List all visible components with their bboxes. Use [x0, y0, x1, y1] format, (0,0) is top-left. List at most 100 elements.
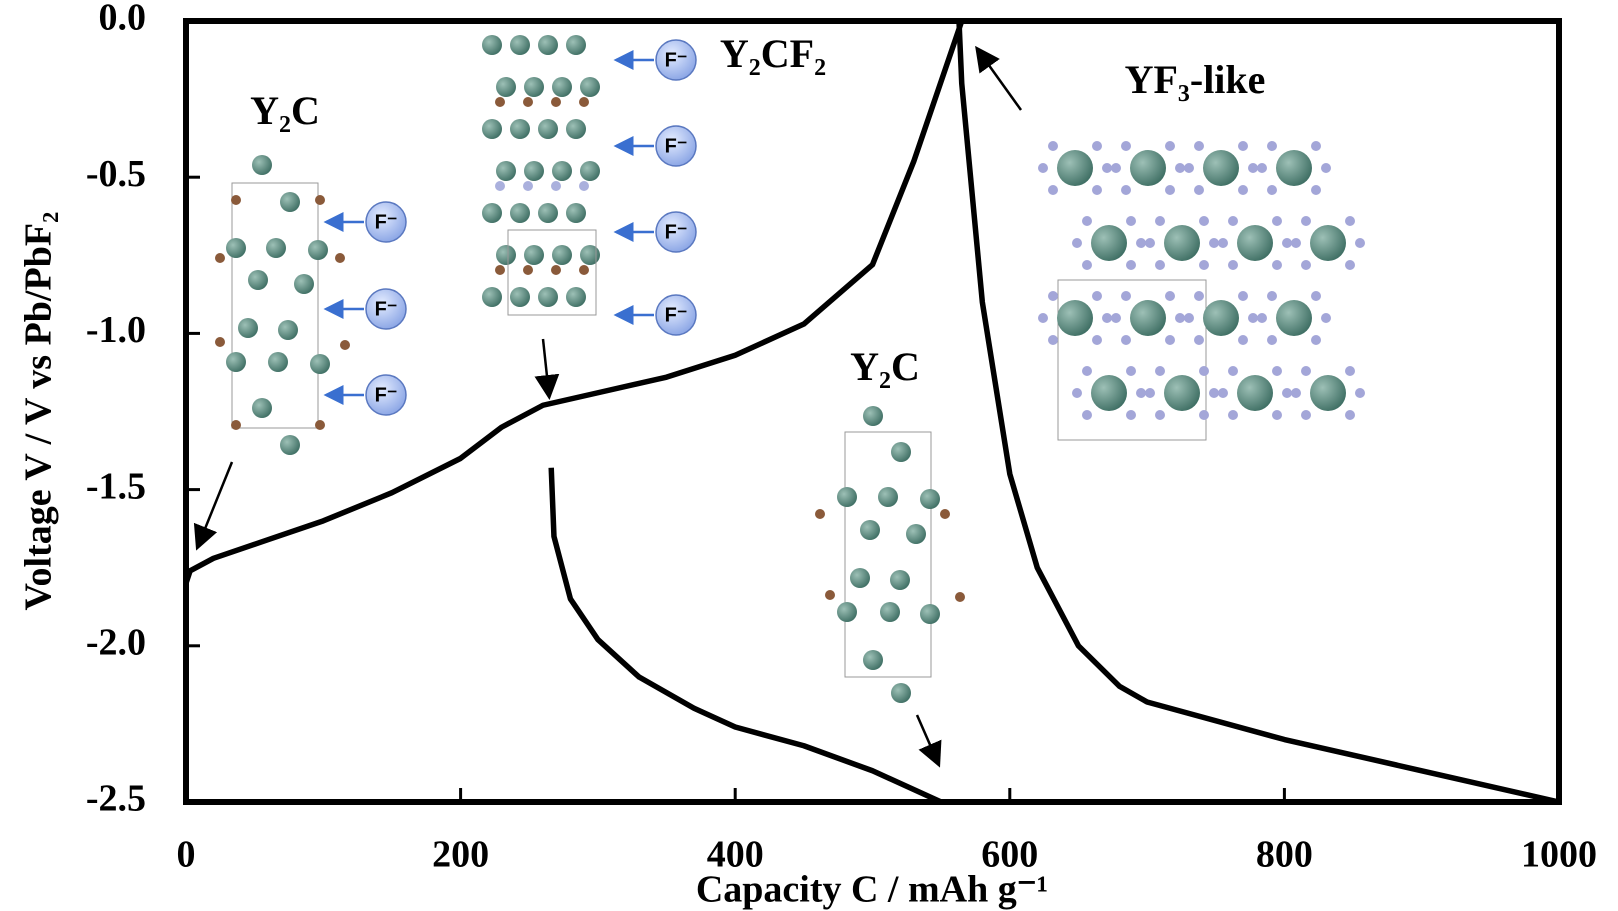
atom [496, 161, 516, 181]
arrow [975, 45, 1023, 111]
atom [1102, 313, 1112, 323]
atom [1238, 291, 1248, 301]
atom [1038, 313, 1048, 323]
atom [1165, 291, 1175, 301]
atom [1111, 313, 1121, 323]
atom [1321, 313, 1331, 323]
atom [1126, 216, 1136, 226]
atom [1048, 141, 1058, 151]
atom [523, 181, 533, 191]
atom [579, 97, 589, 107]
atom [1130, 150, 1166, 186]
atom [215, 253, 225, 263]
unit-cell [1057, 279, 1207, 441]
ion [365, 374, 407, 416]
atom [1301, 410, 1311, 420]
atom [863, 406, 883, 426]
y-axis-label: Voltage V / V vs Pb/PbF₂ [18, 212, 60, 611]
atom [815, 509, 825, 519]
atom [1228, 216, 1238, 226]
atom [538, 287, 558, 307]
atom [1238, 335, 1248, 345]
unit-cell [231, 182, 319, 429]
atom [238, 318, 258, 338]
atom [1311, 335, 1321, 345]
atom [1355, 388, 1365, 398]
atom [1209, 388, 1219, 398]
atom [1121, 185, 1131, 195]
atom [920, 604, 940, 624]
atom [231, 195, 241, 205]
atom [1072, 388, 1082, 398]
atom [1282, 388, 1292, 398]
atom [1136, 388, 1146, 398]
atom [940, 509, 950, 519]
atom [566, 203, 586, 223]
atom [1237, 225, 1273, 261]
atom [1082, 216, 1092, 226]
atom [1165, 335, 1175, 345]
atom [252, 155, 272, 175]
atom [1102, 163, 1112, 173]
atom [1345, 410, 1355, 420]
atom [551, 181, 561, 191]
atom [1164, 375, 1200, 411]
atom [1048, 185, 1058, 195]
atom [880, 602, 900, 622]
ion [655, 294, 697, 336]
ion-label: F⁻ [665, 135, 688, 157]
atom [891, 683, 911, 703]
atom [482, 287, 502, 307]
atom [566, 287, 586, 307]
atom [315, 420, 325, 430]
atom [1301, 216, 1311, 226]
atom [1048, 291, 1058, 301]
atom [280, 192, 300, 212]
atom [524, 77, 544, 97]
atom [1310, 225, 1346, 261]
annotation: Y₂CF₂ [720, 31, 826, 76]
ion-label: F⁻ [375, 384, 398, 406]
atom [1301, 366, 1311, 376]
ion-label: F⁻ [665, 49, 688, 71]
x-tick-label: 0 [177, 834, 196, 876]
arrow [534, 338, 560, 400]
atom [310, 354, 330, 374]
atom [1203, 150, 1239, 186]
atom [551, 265, 561, 275]
atom [1155, 260, 1165, 270]
atom [1248, 313, 1258, 323]
atom [294, 274, 314, 294]
ion-label: F⁻ [665, 304, 688, 326]
x-axis-label: Capacity C / mAh g⁻¹ [696, 869, 1048, 911]
atom [920, 489, 940, 509]
atom [1291, 388, 1301, 398]
atom [510, 203, 530, 223]
y-tick-label: -1.5 [86, 465, 146, 507]
y-tick-label: -2.0 [86, 622, 146, 664]
atom [482, 35, 502, 55]
atom [308, 240, 328, 260]
atom [1218, 388, 1228, 398]
atom [1082, 366, 1092, 376]
atom [1311, 185, 1321, 195]
atom [891, 442, 911, 462]
atom [1248, 163, 1258, 173]
annotation: Y₂C [850, 344, 920, 389]
atom [252, 398, 272, 418]
atom [1048, 335, 1058, 345]
atom [524, 245, 544, 265]
atom [1272, 216, 1282, 226]
annotation: YF₃-like [1125, 57, 1266, 102]
atom [538, 203, 558, 223]
atom [524, 161, 544, 181]
atom [1091, 375, 1127, 411]
atom [226, 352, 246, 372]
atom [278, 320, 298, 340]
atom [1272, 260, 1282, 270]
atom [1082, 260, 1092, 270]
atom [510, 119, 530, 139]
atom [538, 119, 558, 139]
atom [248, 270, 268, 290]
atom [579, 181, 589, 191]
